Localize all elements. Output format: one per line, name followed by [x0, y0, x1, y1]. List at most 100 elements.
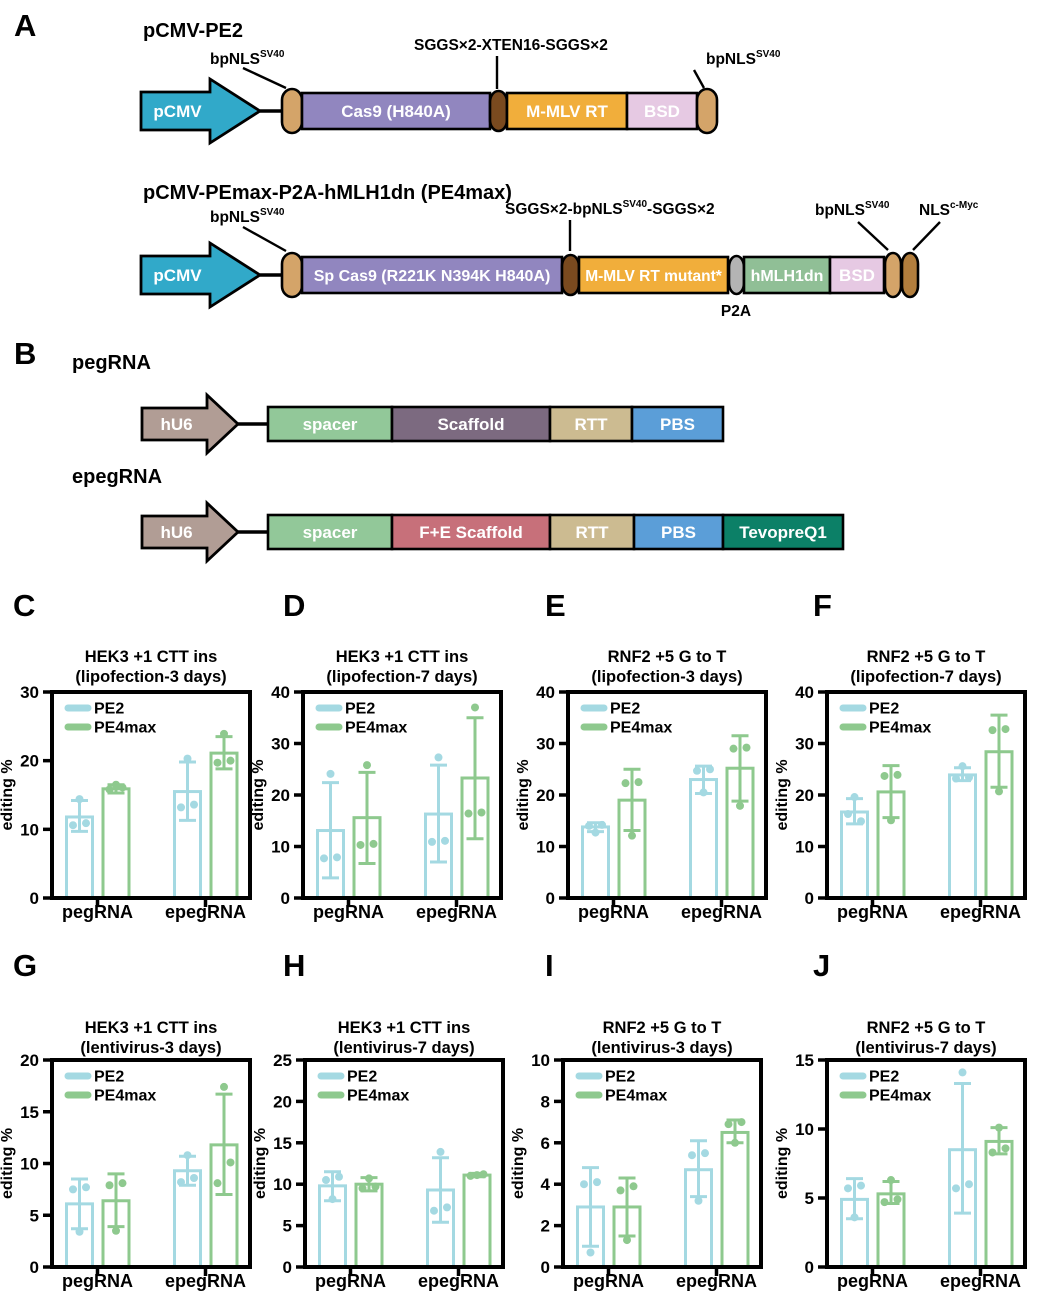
y-tick-label: 6 — [541, 1134, 550, 1153]
data-point-pe2-pegrna — [598, 820, 606, 829]
segment-rtt — [548, 513, 636, 551]
chart-panel-j: J RNF2 +5 G to T (lentivirus-7 days) 0 5 10 15… — [774, 948, 1027, 1291]
chart-panel-i: I RNF2 +5 G to T (lentivirus-3 days) 0 2 4 6 8 1… — [510, 948, 763, 1291]
callout-line — [692, 69, 706, 89]
plot-frame — [561, 1058, 763, 1269]
bar-pe2-epegrna — [689, 778, 718, 900]
segment-sggs-xten-linker — [488, 89, 509, 133]
data-point-pe4max-epegrna — [729, 744, 738, 753]
y-tick-label: 20 — [795, 786, 814, 805]
data-point-pe4max-pegrna — [363, 761, 371, 770]
y-axis-label: editing % — [774, 1128, 791, 1199]
data-point-pe2-epegrna — [430, 1206, 438, 1215]
y-tick-label: 40 — [536, 683, 555, 702]
data-point-pe2-epegrna — [190, 800, 198, 809]
segment-nls-c-myc — [900, 251, 920, 299]
data-point-pe4max-epegrna — [479, 1170, 488, 1179]
chart-title-line2: (lipofection-3 days) — [75, 668, 226, 686]
data-point-pe4max-epegrna — [724, 1120, 733, 1129]
data-point-pe2-epegrna — [958, 762, 967, 771]
data-point-pe4max-pegrna — [358, 1184, 367, 1193]
y-axis-label: editing % — [774, 759, 791, 830]
y-axis-label: editing % — [252, 1128, 269, 1199]
data-point-pe2-pegrna — [69, 1185, 77, 1194]
promoter-arrow-pcmv — [139, 240, 263, 310]
x-category-label-epegrna: epegRNA — [165, 1271, 246, 1291]
segment-label-bsd: BSD — [839, 266, 875, 285]
data-point-pe4max-pegrna — [893, 770, 902, 779]
panel-h-label: H — [283, 948, 305, 983]
data-point-pe4max-pegrna — [112, 780, 120, 789]
y-tick-label: 20 — [273, 1092, 292, 1111]
callout-label: bpNLSSV40 — [706, 49, 781, 68]
y-tick-label: 20 — [536, 786, 555, 805]
segment-fe-scaffold — [390, 513, 552, 551]
y-tick-label: 15 — [20, 1103, 39, 1122]
data-point-pe2-epegrna — [428, 837, 436, 846]
data-point-pe4max-epegrna — [226, 1158, 235, 1167]
data-point-pe4max-pegrna — [887, 816, 895, 825]
data-point-pe2-epegrna — [688, 1151, 696, 1160]
data-point-pe2-pegrna — [328, 1195, 337, 1204]
data-point-pe4max-epegrna — [995, 787, 1003, 796]
promoter-label: hU6 — [160, 415, 192, 434]
y-tick-label: 40 — [271, 683, 290, 702]
chart-panel-f: F RNF2 +5 G to T (lipofection-7 days) 0 10 20… — [774, 588, 1027, 922]
segment-bpnls-sv40 — [280, 251, 304, 299]
plot-frame — [50, 690, 252, 900]
data-point-pe4max-pegrna — [621, 779, 630, 788]
data-point-pe2-epegrna — [693, 766, 701, 775]
data-point-pe2-pegrna — [320, 854, 328, 863]
y-tick-label: 0 — [30, 1258, 39, 1277]
legend-label-pe4max: PE4max — [347, 1088, 409, 1105]
panel-c-label: C — [13, 588, 35, 623]
data-point-pe2-pegrna — [844, 810, 852, 819]
segment-label-mmlv-rt: M-MLV RT — [526, 102, 608, 121]
callout-line — [242, 66, 287, 90]
y-tick-label: 0 — [283, 1258, 292, 1277]
y-tick-label: 5 — [30, 1206, 39, 1225]
panel-f-label: F — [813, 588, 832, 623]
callout-line — [912, 221, 941, 251]
segment-label-scaffold: Scaffold — [437, 415, 504, 434]
segment-bsd — [625, 91, 699, 131]
data-point-pe2-pegrna — [75, 1227, 84, 1236]
data-point-pe4max-pegrna — [105, 1181, 114, 1190]
y-tick-label: 0 — [30, 889, 39, 908]
data-point-pe2-pegrna — [850, 1213, 859, 1222]
x-category-label-epegrna: epegRNA — [940, 902, 1021, 922]
chart-panel-h: H HEK3 +1 CTT ins (lentivirus-7 days) 0 5 10 1… — [252, 948, 505, 1291]
data-point-pe2-pegrna — [857, 817, 865, 826]
bar-pe4max-pegrna — [101, 787, 131, 900]
data-point-pe2-epegrna — [434, 753, 443, 762]
data-point-pe4max-pegrna — [880, 1198, 889, 1207]
data-point-pe2-pegrna — [69, 821, 77, 830]
segment-p2a — [727, 254, 746, 296]
promoter-label: pCMV — [153, 266, 202, 285]
data-point-pe4max-epegrna — [213, 758, 222, 767]
chart-panel-c: C HEK3 +1 CTT ins (lipofection-3 days) 0 10 2… — [0, 588, 252, 922]
segment-bpnls-sv40 — [883, 251, 903, 299]
panel-g-label: G — [13, 948, 37, 983]
data-point-pe4max-epegrna — [736, 801, 744, 810]
x-category-label-epegrna: epegRNA — [676, 1271, 757, 1291]
y-tick-label: 4 — [541, 1175, 551, 1194]
data-point-pe4max-epegrna — [1001, 725, 1010, 734]
data-point-pe2-pegrna — [326, 769, 335, 778]
x-category-label-epegrna: epegRNA — [681, 902, 762, 922]
callout-label: bpNLSSV40 — [210, 207, 285, 226]
promoter-arrow-pcmv — [139, 76, 263, 146]
chart-title-line1: HEK3 +1 CTT ins — [336, 648, 469, 666]
legend-label-pe2: PE2 — [869, 701, 899, 718]
y-tick-label: 25 — [273, 1051, 292, 1070]
data-point-pe4max-pegrna — [623, 1236, 631, 1245]
legend-label-pe2: PE2 — [869, 1069, 899, 1086]
data-point-pe4max-pegrna — [887, 1176, 895, 1185]
x-category-label-pegrna: pegRNA — [837, 1271, 908, 1291]
segment-label-spacer: spacer — [303, 523, 358, 542]
data-point-pe2-epegrna — [436, 1147, 445, 1156]
segment-label-tevopreq1: TevopreQ1 — [739, 523, 827, 542]
data-point-pe4max-pegrna — [105, 785, 114, 794]
data-point-pe2-pegrna — [75, 795, 84, 804]
data-point-pe2-epegrna — [441, 836, 449, 845]
